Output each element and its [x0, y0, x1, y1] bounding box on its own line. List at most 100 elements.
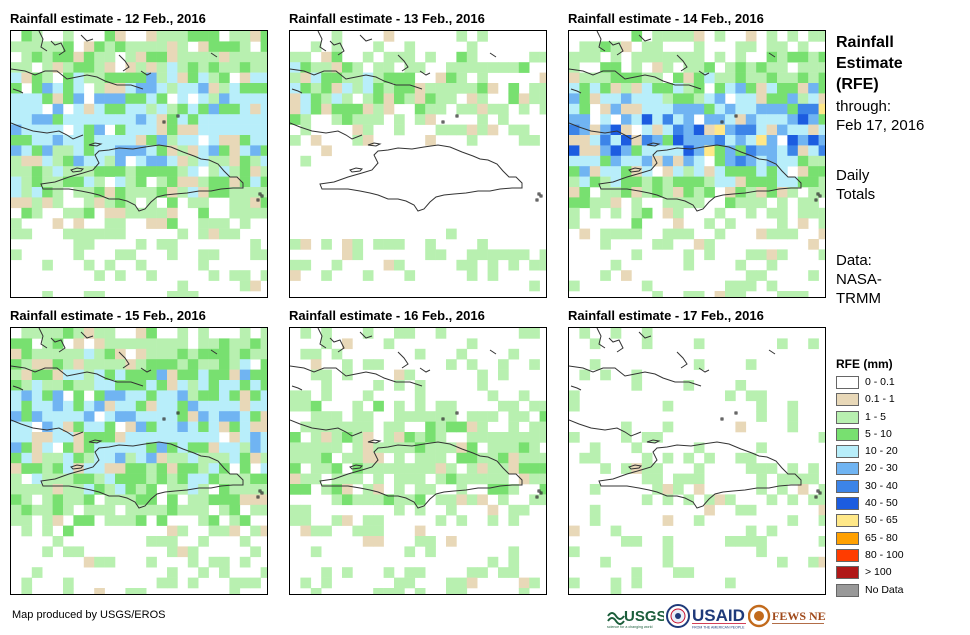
rainfall-cell [31, 380, 43, 391]
rainfall-cell [589, 359, 601, 370]
rainfall-cell [610, 588, 622, 594]
rainfall-cell [42, 197, 53, 209]
rainfall-cell [808, 473, 819, 485]
rainfall-cell [52, 380, 64, 391]
rainfall-cell [394, 83, 405, 94]
rainfall-cell [31, 176, 43, 188]
rainfall-cell [83, 473, 95, 485]
rainfall-cell [11, 62, 22, 73]
islet [720, 417, 724, 421]
rainfall-cell [167, 369, 178, 381]
rainfall-cell [477, 452, 488, 464]
rainfall-cell [250, 421, 261, 433]
rainfall-cell [529, 93, 540, 105]
rainfall-cell [239, 380, 251, 391]
rainfall-cell [229, 494, 241, 506]
rainfall-cell [362, 536, 374, 547]
rainfall-cell [146, 338, 157, 350]
rainfall-cell [239, 400, 251, 412]
rainfall-cell [569, 93, 580, 105]
coastline-path [329, 337, 345, 353]
rainfall-cell [508, 411, 520, 422]
rainfall-cell [156, 452, 168, 464]
rainfall-cell [135, 124, 147, 136]
rainfall-cell [745, 155, 757, 167]
rainfall-cell [673, 484, 684, 495]
rainfall-cell [787, 291, 799, 297]
rainfall-cell [487, 442, 499, 454]
rainfall-cell [321, 452, 332, 464]
rainfall-cell [11, 187, 22, 198]
rainfall-cell [487, 452, 499, 464]
rainfall-cell [662, 452, 674, 464]
rainfall-cell [260, 567, 267, 578]
rainfall-cell [73, 411, 85, 422]
coastline-path [570, 385, 582, 391]
rainfall-cell [42, 421, 53, 433]
rainfall-cell [11, 473, 22, 485]
coastline-path [397, 54, 409, 72]
rainfall-cell [508, 421, 520, 433]
rainfall-cell [63, 359, 74, 370]
rainfall-cell [239, 515, 251, 526]
rainfall-cell [683, 291, 695, 297]
rainfall-cell [115, 124, 126, 136]
rainfall-cell [621, 114, 632, 125]
rainfall-cell [219, 83, 230, 94]
rainfall-cell [63, 588, 74, 594]
rainfall-cell [745, 114, 757, 125]
rainfall-cell [352, 411, 364, 422]
rainfall-cell [94, 114, 105, 125]
rainfall-cell [198, 72, 209, 84]
rainfall-cell [414, 536, 426, 547]
rainfall-cell [187, 145, 199, 157]
rainfall-cell [52, 369, 64, 381]
rainfall-cell [756, 155, 767, 167]
rainfall-cell [383, 432, 395, 443]
rainfall-cell [569, 145, 580, 157]
rainfall-cell [641, 473, 653, 485]
legend-swatch [836, 376, 859, 389]
coastline-path [80, 34, 94, 42]
rainfall-cell [11, 515, 22, 526]
rainfall-cell [766, 124, 778, 136]
rainfall-cell [135, 135, 147, 146]
rainfall-cell [94, 291, 105, 297]
rainfall-cell [797, 83, 809, 94]
rainfall-cell [373, 463, 384, 474]
rainfall-cell [208, 556, 220, 568]
rainfall-cell [104, 348, 116, 360]
rainfall-cell [683, 135, 695, 146]
rainfall-cell [21, 124, 33, 136]
rainfall-cell [435, 442, 447, 454]
coastline-path [291, 88, 303, 94]
rainfall-cell [704, 135, 715, 146]
rainfall-cell [208, 166, 220, 177]
rainfall-cell [52, 166, 64, 177]
rainfall-cell [683, 93, 695, 105]
rainfall-cell [146, 114, 157, 125]
rainfall-cell [518, 473, 530, 485]
rainfall-cell [662, 228, 674, 240]
rainfall-cell [21, 176, 33, 188]
rainfall-cell [662, 400, 674, 412]
rainfall-cell [487, 432, 499, 443]
rainfall-cell [73, 432, 85, 443]
rainfall-cell [167, 155, 178, 167]
legend-swatch [836, 445, 859, 459]
rainfall-cell [477, 380, 488, 391]
rainfall-cell [260, 166, 267, 177]
rainfall-cell [797, 72, 809, 84]
map-canvas [569, 31, 825, 297]
rainfall-cell [156, 187, 168, 198]
rainfall-cell [529, 577, 540, 589]
rainfall-cell [756, 124, 767, 136]
rainfall-cell [94, 452, 105, 464]
rainfall-cell [331, 41, 343, 53]
rainfall-cell [229, 155, 241, 167]
rainfall-cell [487, 62, 499, 73]
rainfall-cell [539, 421, 546, 433]
rainfall-cell [104, 218, 116, 229]
rainfall-cell [662, 135, 674, 146]
rainfall-cell [435, 72, 447, 84]
